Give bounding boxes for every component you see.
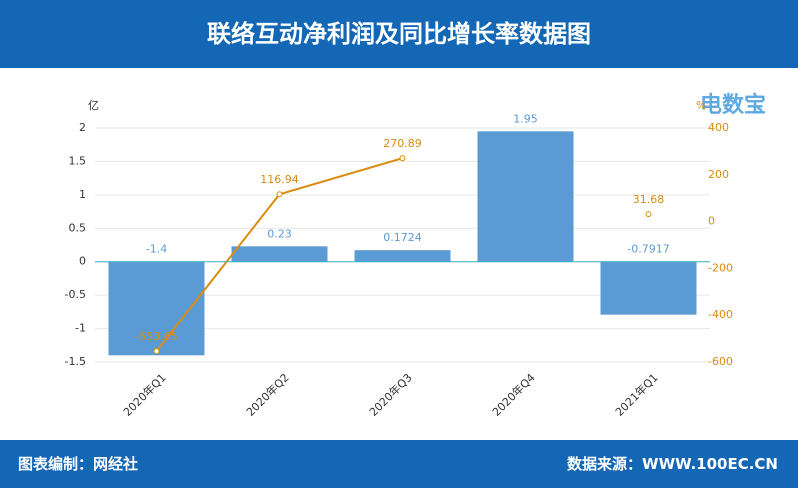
y-tick-label: 2: [79, 121, 86, 134]
bar: [231, 246, 328, 262]
y2-unit: %: [696, 99, 706, 112]
footer: 图表编制：网经社 数据来源：WWW.100EC.CN: [0, 440, 798, 488]
bar: [108, 261, 205, 356]
bar-label: 1.95: [513, 112, 538, 125]
bar-label: 0.23: [267, 227, 292, 240]
bar-label: 0.1724: [383, 231, 422, 244]
y-tick-label: -1: [75, 322, 86, 335]
y2-tick-label: 0: [708, 215, 715, 228]
y-tick-label: 0: [79, 255, 86, 268]
y2-tick-label: 200: [708, 168, 729, 181]
chart: 电数宝 亿 % -1.5 -1 -0.5 0 0.5 1 1.5 2 -600 -400 -200 0 20…: [65, 92, 766, 419]
footer-left: 图表编制：网经社: [18, 455, 139, 473]
line-label: -553.65: [135, 330, 177, 343]
y-unit: 亿: [88, 99, 99, 112]
bar: [477, 131, 574, 262]
x-tick-label: 2021年Q1: [612, 370, 661, 419]
line-label: 31.68: [633, 193, 665, 206]
y-tick-label: -1.5: [65, 355, 86, 368]
y2-tick-label: -400: [708, 308, 733, 321]
y-tick-label: 0.5: [69, 221, 87, 234]
bar-label: -0.7917: [627, 243, 669, 256]
y-tick-label: -0.5: [65, 288, 86, 301]
line-label: 116.94: [260, 173, 299, 186]
y-tick-label: 1.5: [69, 154, 87, 167]
line-point: [645, 211, 652, 218]
y2-tick-label: -200: [708, 261, 733, 274]
y2-tick-label: -600: [708, 355, 733, 368]
x-tick-label: 2020年Q3: [366, 370, 415, 419]
footer-right: 数据来源：WWW.100EC.CN: [567, 455, 778, 473]
line-point: [276, 191, 283, 198]
y2-tick-label: 400: [708, 121, 729, 134]
y-tick-label: 1: [79, 188, 86, 201]
x-tick-label: 2020年Q2: [243, 370, 292, 419]
logo: 电数宝: [700, 92, 766, 118]
bar: [600, 261, 697, 315]
bar-label: -1.4: [146, 243, 167, 256]
x-tick-label: 2020年Q1: [120, 370, 169, 419]
bar: [354, 250, 451, 262]
line-point: [153, 348, 160, 355]
x-tick-label: 2020年Q4: [489, 370, 538, 419]
line-label: 270.89: [383, 137, 422, 150]
header-title: 联络互动净利润及同比增长率数据图: [0, 0, 798, 68]
line-point: [399, 155, 406, 162]
